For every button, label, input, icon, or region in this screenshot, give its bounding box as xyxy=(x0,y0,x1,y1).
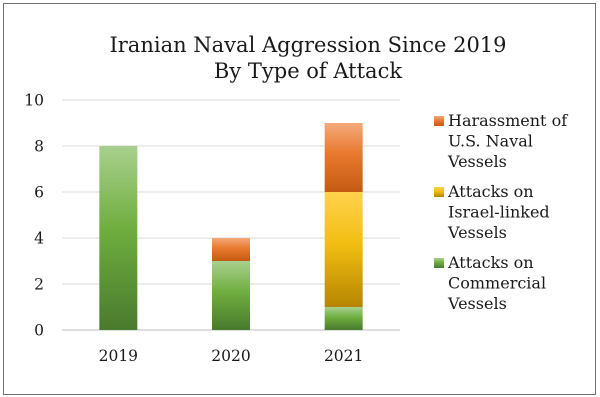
y-tick-label: 6 xyxy=(34,184,44,202)
bars xyxy=(99,123,363,330)
y-axis-ticks: 0 2 4 6 8 10 xyxy=(24,92,44,340)
bar-segment xyxy=(324,307,363,330)
y-tick-label: 0 xyxy=(34,322,44,340)
legend-label: Attacks on Israel-linked Vessels xyxy=(447,182,550,242)
bar-segment xyxy=(99,146,138,330)
bar-segment xyxy=(324,192,363,307)
bar-segment xyxy=(324,123,363,192)
chart-title: Iranian Naval Aggression Since 2019 xyxy=(109,33,506,57)
y-tick-label: 10 xyxy=(24,92,44,110)
bar-segment xyxy=(212,261,250,330)
legend: Harassment of U.S. Naval Vessels Attacks on… xyxy=(434,111,568,313)
legend-swatch xyxy=(434,258,444,268)
x-tick-label: 2021 xyxy=(324,347,363,365)
legend-swatch xyxy=(434,187,444,197)
x-axis-ticks: 2019 2020 2021 xyxy=(99,347,364,365)
y-tick-label: 8 xyxy=(34,138,44,156)
legend-label: Harassment of U.S. Naval Vessels xyxy=(447,111,568,171)
legend-swatch xyxy=(434,116,444,126)
x-tick-label: 2020 xyxy=(211,347,250,365)
y-tick-label: 2 xyxy=(34,276,44,294)
bar-segment xyxy=(212,238,250,261)
y-tick-label: 4 xyxy=(34,230,44,248)
x-tick-label: 2019 xyxy=(99,347,138,365)
chart-subtitle: By Type of Attack xyxy=(214,59,402,83)
legend-label: Attacks on Commercial Vessels xyxy=(447,253,546,313)
